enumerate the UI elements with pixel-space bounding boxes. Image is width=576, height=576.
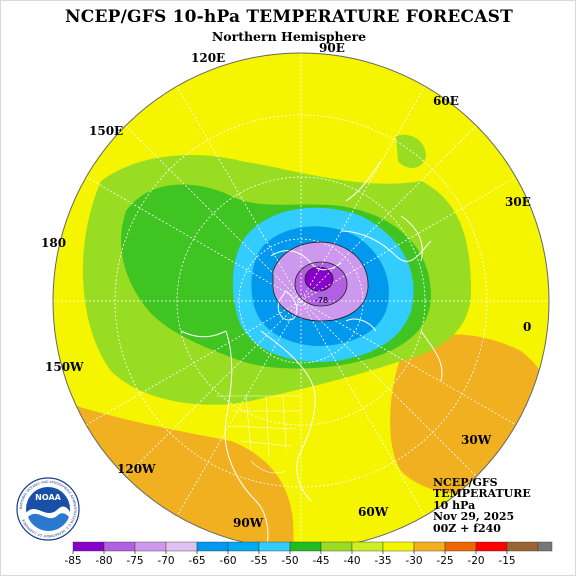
color-swatch-7 [289,541,322,552]
lon-label-0: 0 [523,320,531,334]
info-level: 10 hPa [433,498,476,512]
contour-lines [272,241,369,322]
color-swatch-5 [227,541,260,552]
lon-label-120w: 120W [117,462,156,476]
color-swatch-12 [444,541,477,552]
lon-label-180: 180 [41,236,66,250]
lon-label-30e: 30E [505,195,531,209]
lon-label-90w: 90W [233,516,264,530]
color-scale-tick-label-9: -40 [343,555,360,567]
page-title: NCEP/GFS 10-hPa TEMPERATURE FORECAST [65,7,513,27]
color-scale-swatches [72,541,553,552]
color-scale-tick-label-6: -55 [250,555,267,567]
color-scale-tick-label-11: -30 [405,555,422,567]
color-swatch-4 [196,541,229,552]
coastlines [180,160,443,549]
page-subtitle: Northern Hemisphere [211,29,367,44]
color-scale-tick-label-10: -35 [374,555,391,567]
color-swatch-13 [475,541,508,552]
contour-label-center: -78 [315,296,328,305]
color-swatch-15 [537,541,553,552]
band-light-green-small [396,134,426,168]
color-scale-tick-label-2: -75 [126,555,143,567]
color-scale-tick-label-8: -45 [312,555,329,567]
band-purple-core [305,267,333,291]
color-swatch-3 [165,541,198,552]
color-scale-ticks: -85 -80 -75 -70 -65 -60 -55 -50 -45 -40 -35 -30 -25 -… [64,551,516,567]
info-model: NCEP/GFS [433,476,498,489]
color-scale-tick-label-1: -80 [95,555,112,567]
color-swatch-9 [351,541,384,552]
color-scale-tick-label-14: -15 [498,555,515,567]
lon-label-150w: 150W [45,360,84,374]
color-swatch-0 [72,541,105,552]
color-swatch-10 [382,541,415,552]
lon-label-60w: 60W [358,505,389,519]
lon-label-60e: 60E [433,94,459,108]
political-borders [216,395,301,474]
lon-label-30w: 30W [461,433,492,447]
color-scale-tick-label-4: -65 [188,555,205,567]
graticule [53,53,549,549]
info-block: NCEP/GFS TEMPERATURE 10 hPa Nov 29, 2025… [433,477,531,534]
color-scale-tick-label-7: -50 [281,555,298,567]
info-variable: TEMPERATURE [433,487,531,501]
color-swatch-1 [103,541,136,552]
lon-label-120e: 120E [191,51,225,65]
info-date: Nov 29, 2025 [433,510,515,524]
color-scale-tick-label-0: -85 [64,555,81,567]
color-swatch-14 [506,541,539,552]
lon-label-150e: 150E [89,124,123,138]
noaa-logo-text: NOAA [35,493,61,502]
color-swatch-11 [413,541,446,552]
color-scale-tick-label-12: -25 [436,555,453,567]
color-scale-tick-label-3: -70 [157,555,174,567]
color-swatch-8 [320,541,353,552]
color-swatch-2 [134,541,167,552]
color-scale-tick-label-5: -60 [219,555,236,567]
color-swatch-6 [258,541,291,552]
color-scale-tick-label-13: -20 [467,555,484,567]
noaa-logo: NOAA NATIONAL OCEANIC AND ATMOSPHERIC AD… [16,477,80,541]
info-run: 00Z + f240 [433,521,501,535]
lon-label-90e: 90E [319,41,345,55]
